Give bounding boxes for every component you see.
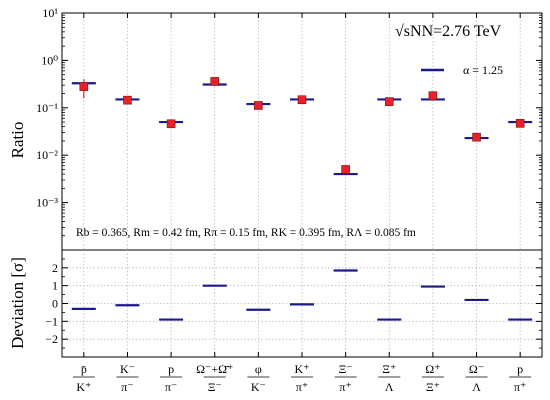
category-denominator: K⁻: [251, 380, 266, 394]
bottom-y-tick-label: 1: [52, 279, 58, 293]
category-numerator: φ: [255, 362, 262, 376]
top-y-tick-label: 10⁰: [41, 53, 58, 67]
top-marks: [71, 77, 533, 176]
bottom-y-axis-ticks: −2 −1 0 1 2: [45, 258, 542, 349]
bottom-grid: [62, 250, 542, 357]
bottom-panel: −2 −1 0 1 2 Deviation [σ]: [8, 249, 543, 358]
bottom-y-tick-label: 0: [52, 297, 58, 311]
category-label: Ω⁻ Λ: [465, 362, 488, 394]
top-grid: [83, 13, 521, 250]
category-denominator: π⁺: [296, 380, 308, 394]
bottom-y-tick-label: −2: [45, 332, 58, 346]
legend-label: α = 1.25: [463, 63, 503, 77]
category-denominator: Ξ⁺: [426, 380, 440, 394]
category-numerator: p̄: [81, 362, 87, 376]
category-numerator: K⁻: [120, 362, 135, 376]
data-point: [428, 91, 438, 101]
category-label: p π⁻: [160, 362, 183, 394]
category-label: K⁺ π⁺: [291, 362, 313, 394]
category-numerator: Ω⁺: [425, 362, 440, 376]
top-y-tick-label: 10¹: [42, 6, 58, 20]
category-denominator: Λ: [385, 380, 394, 394]
data-point: [341, 165, 350, 174]
category-denominator: π⁻: [121, 380, 133, 394]
data-point: [472, 132, 481, 142]
bottom-y-tick-label: 2: [52, 261, 58, 275]
category-label: φ K⁻: [247, 362, 270, 394]
category-label: K⁻ π⁻: [116, 362, 139, 394]
category-denominator: K⁺: [76, 380, 91, 394]
data-point: [384, 97, 394, 106]
category-denominator: π⁺: [339, 380, 351, 394]
top-y-tick-label: 10⁻²: [36, 148, 58, 162]
category-denominator: π⁺: [514, 380, 526, 394]
top-y-axis-label: Ratio: [8, 122, 27, 159]
category-numerator: p: [517, 362, 523, 376]
category-label: p π⁺: [509, 362, 532, 394]
data-point: [79, 82, 89, 91]
category-numerator: Ξ⁺: [382, 362, 396, 376]
category-numerator: Ω⁻+Ω̄⁺: [196, 362, 233, 376]
energy-annotation: √sNN=2.76 TeV: [395, 23, 502, 40]
category-label: Ω⁻+Ω̄⁺ Ξ⁻: [196, 362, 233, 394]
data-point: [210, 77, 220, 86]
data-point: [515, 119, 525, 128]
top-panel: 10⁻³ 10⁻² 10⁻¹ 10⁰ 10¹ Ratio √sNN=2.76 TeV α…: [8, 6, 543, 251]
data-point: [254, 101, 263, 110]
top-y-axis-ticks: 10⁻³ 10⁻² 10⁻¹ 10⁰ 10¹: [36, 6, 542, 237]
parameters-annotation: Rb = 0.365, Rm = 0.42 fm, Rπ = 0.15 fm, …: [76, 227, 416, 239]
category-denominator: Ξ⁻: [208, 380, 222, 394]
data-point: [166, 119, 176, 129]
category-numerator: p: [168, 362, 174, 376]
category-label: Ω⁺ Ξ⁺: [421, 362, 444, 394]
category-denominator: π⁻: [165, 380, 177, 394]
x-axis-categories: p̄ K⁺ K⁻ π⁻ p π⁻ Ω⁻+Ω̄⁺ Ξ⁻ φ K⁻ K⁺ π⁺ Ξ⁻ π⁺ Ξ⁺ Λ Ω⁺ Ξ⁺ Ω⁻ Λ…: [72, 13, 532, 394]
bottom-y-tick-label: −1: [45, 314, 58, 328]
category-label: Ξ⁻ π⁺: [334, 362, 357, 394]
category-label: p̄ K⁺: [72, 362, 95, 394]
data-point: [297, 95, 307, 105]
top-y-tick-label: 10⁻³: [36, 196, 58, 210]
bottom-marks: [71, 269, 533, 321]
category-numerator: K⁺: [295, 362, 310, 376]
top-y-tick-label: 10⁻¹: [36, 101, 58, 115]
bottom-y-axis-label: Deviation [σ]: [8, 257, 27, 349]
category-denominator: Λ: [472, 380, 481, 394]
category-numerator: Ξ⁻: [339, 362, 353, 376]
category-label: Ξ⁺ Λ: [378, 362, 401, 394]
data-point: [123, 95, 132, 105]
category-numerator: Ω⁻: [469, 362, 484, 376]
